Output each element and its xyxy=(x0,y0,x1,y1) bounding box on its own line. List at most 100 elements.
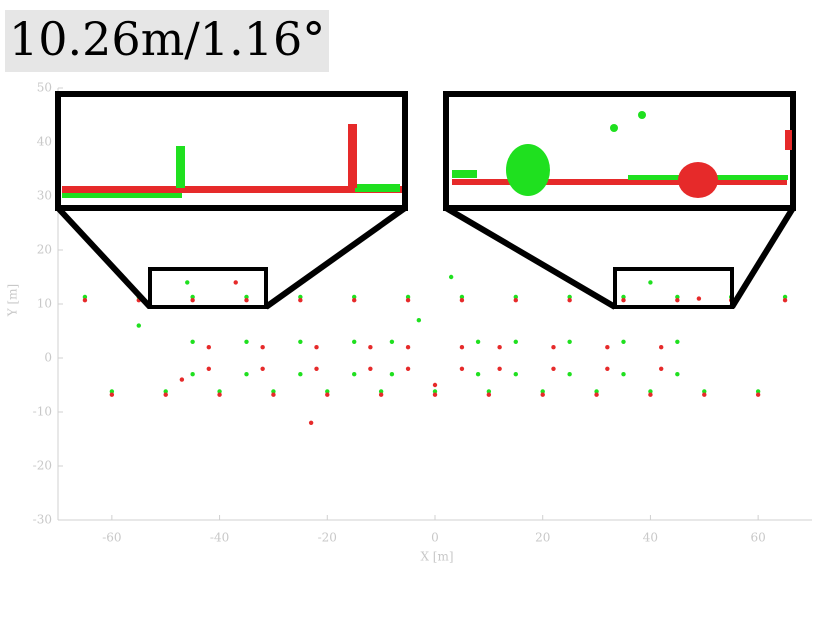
point xyxy=(190,298,195,303)
point xyxy=(513,298,518,303)
point xyxy=(298,294,303,300)
point xyxy=(271,389,276,394)
x-tick-label: -20 xyxy=(318,531,337,545)
point xyxy=(82,298,88,303)
point xyxy=(405,294,411,300)
inset-wall xyxy=(62,193,182,198)
point xyxy=(459,294,465,300)
point xyxy=(475,339,481,344)
point xyxy=(416,318,422,323)
point xyxy=(136,323,141,328)
inset-wall xyxy=(62,186,402,193)
x-tick-label: -40 xyxy=(210,531,229,545)
point xyxy=(378,389,384,394)
x-tick-label: -60 xyxy=(102,531,121,545)
point xyxy=(782,298,788,303)
point xyxy=(244,298,249,303)
y-tick-label: 0 xyxy=(44,351,52,365)
point xyxy=(540,389,545,394)
point xyxy=(368,366,373,371)
point xyxy=(185,280,190,285)
point xyxy=(459,366,465,371)
point xyxy=(352,372,357,377)
point xyxy=(696,296,702,301)
point xyxy=(648,280,653,285)
point xyxy=(368,345,373,350)
point xyxy=(659,345,664,350)
point xyxy=(244,294,249,300)
inset-cluster xyxy=(452,170,477,178)
point xyxy=(475,372,481,377)
inset-post xyxy=(176,146,185,188)
point xyxy=(190,372,195,377)
point xyxy=(486,389,492,394)
point xyxy=(675,294,680,300)
point xyxy=(206,366,211,371)
x-tick-label: 40 xyxy=(643,531,658,545)
point xyxy=(244,339,249,344)
point xyxy=(217,389,222,394)
zoom-connector xyxy=(264,205,407,310)
point xyxy=(271,392,276,397)
point xyxy=(513,294,518,300)
inset-post xyxy=(785,130,792,150)
plot-area: -60 -40 -20 0 20 40 60 -30 -20 -10 0 10 20 30 40 50 xyxy=(33,81,812,545)
point xyxy=(497,366,502,371)
point xyxy=(163,392,168,397)
zoom-insets xyxy=(55,91,796,310)
inset-point xyxy=(638,111,646,119)
point xyxy=(648,392,653,397)
point xyxy=(352,294,357,300)
y-tick-label: -20 xyxy=(33,459,52,473)
y-tick-label: 40 xyxy=(37,135,52,149)
point xyxy=(233,280,238,285)
y-tick-label: 10 xyxy=(37,297,52,311)
point xyxy=(82,294,88,300)
point xyxy=(314,366,319,371)
point xyxy=(567,294,572,300)
inset-content xyxy=(62,111,792,198)
zoom-source xyxy=(613,267,734,309)
y-tick-label: -30 xyxy=(33,513,52,527)
point xyxy=(675,372,680,377)
point xyxy=(206,345,211,350)
point xyxy=(109,392,115,397)
zoom-connector xyxy=(444,205,617,310)
point xyxy=(432,392,438,397)
point xyxy=(432,382,438,388)
point xyxy=(405,298,411,303)
point xyxy=(352,298,357,303)
y-tick-label: 20 xyxy=(37,243,52,257)
point xyxy=(378,392,384,397)
point xyxy=(675,339,680,344)
point xyxy=(605,366,610,371)
y-tick-label: 30 xyxy=(37,189,52,203)
x-axis-label: X [m] xyxy=(420,550,453,564)
point xyxy=(755,392,761,397)
point xyxy=(325,389,330,394)
chart-title: 10.26m/1.16° xyxy=(9,12,325,66)
point xyxy=(298,298,303,303)
point xyxy=(486,392,492,397)
zoom-inset xyxy=(443,91,796,211)
point xyxy=(621,298,626,303)
zoom-source xyxy=(148,267,268,309)
point xyxy=(389,372,395,377)
point xyxy=(298,339,303,344)
title-box xyxy=(5,10,329,72)
point xyxy=(497,345,502,350)
inset-cluster xyxy=(506,144,550,196)
point xyxy=(567,372,572,377)
point xyxy=(298,372,303,377)
point xyxy=(352,339,357,344)
point xyxy=(217,392,222,397)
point xyxy=(325,392,330,397)
x-tick-label: 0 xyxy=(431,531,439,545)
y-tick-label: -10 xyxy=(33,405,52,419)
inset-post xyxy=(348,124,357,188)
point xyxy=(308,420,314,425)
x-tick-label: 60 xyxy=(751,531,766,545)
point xyxy=(675,298,680,303)
point xyxy=(190,294,195,300)
